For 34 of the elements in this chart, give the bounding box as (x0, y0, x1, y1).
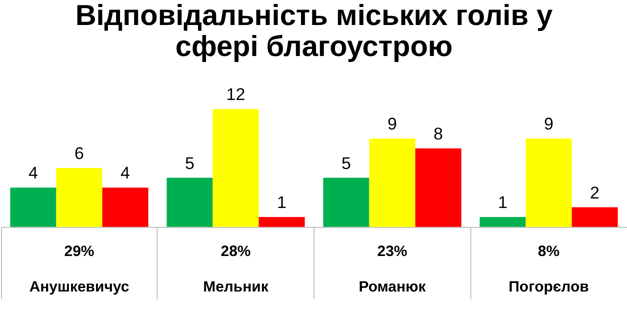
data-label: 12 (226, 85, 246, 104)
data-label: 5 (342, 154, 351, 173)
data-label: 4 (28, 164, 38, 183)
data-label: 1 (498, 193, 508, 212)
bar (56, 168, 102, 227)
text: 29% (64, 242, 94, 260)
bar (480, 217, 526, 227)
bar (166, 178, 213, 227)
bar (415, 148, 462, 227)
text: Відповідальність міських голів у (75, 0, 553, 32)
bar (369, 138, 416, 227)
bar (258, 217, 305, 227)
bar (10, 188, 56, 227)
data-label: 1 (277, 193, 286, 212)
data-label: 2 (590, 183, 600, 202)
bar (323, 178, 370, 227)
text: сфері благоустрою (175, 31, 453, 64)
x-tick-label: Погорєлов (508, 278, 589, 296)
text: 23% (377, 242, 408, 260)
data-label: 4 (120, 164, 130, 183)
bar (572, 207, 618, 227)
text: 28% (220, 242, 251, 260)
data-label: 5 (185, 154, 194, 173)
x-tick-label: Романюк (358, 278, 426, 296)
bar (212, 109, 259, 227)
x-tick-label: Мельник (203, 278, 269, 296)
data-label: 6 (74, 144, 84, 163)
data-label: 9 (544, 114, 554, 134)
x-tick-label: Анушкевичус (29, 278, 130, 296)
bar (102, 188, 148, 227)
data-label: 8 (434, 124, 443, 144)
data-label: 9 (388, 114, 397, 134)
bar (526, 138, 572, 227)
text: 8% (538, 242, 560, 260)
